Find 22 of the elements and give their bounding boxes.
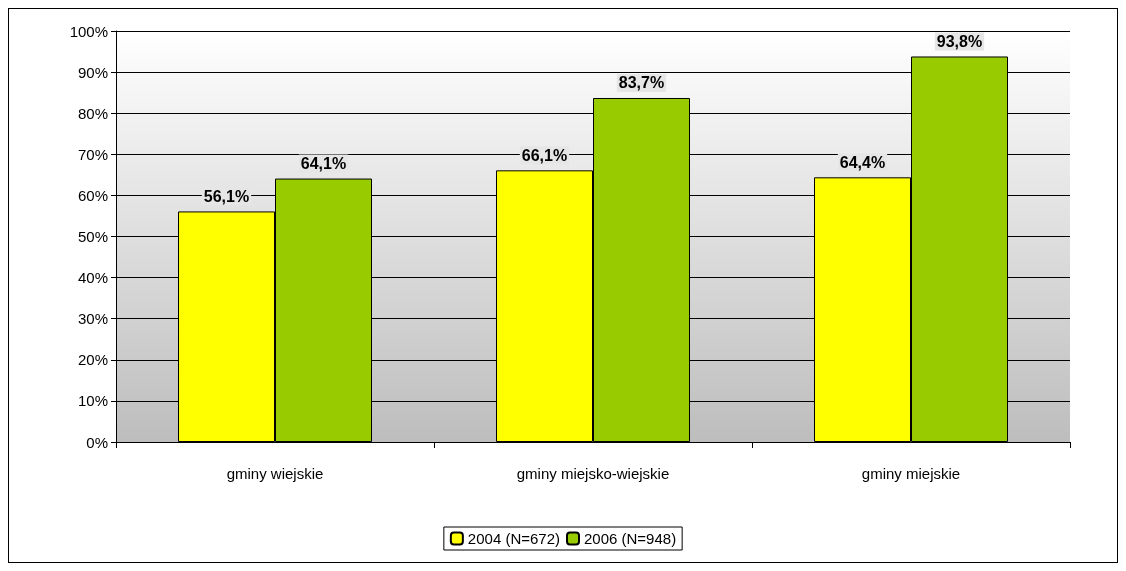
y-tick-label: 30% <box>77 310 108 328</box>
y-tick-label: 0% <box>86 433 108 451</box>
y-tick-label: 10% <box>77 392 108 410</box>
y-tick-label: 40% <box>77 269 108 287</box>
data-label: 64,1% <box>300 155 347 173</box>
data-label: 56,1% <box>203 187 250 205</box>
y-tick-label: 90% <box>77 63 108 81</box>
y-tick-label: 100% <box>69 22 108 40</box>
data-label: 64,4% <box>839 153 886 171</box>
y-tick-label: 60% <box>77 186 108 204</box>
y-tick-label: 70% <box>77 145 108 163</box>
data-label: 93,8% <box>936 32 983 50</box>
data-label: 83,7% <box>618 74 665 92</box>
x-tick-label: gminy miejsko-wiejskie <box>516 465 670 482</box>
y-tick-label: 80% <box>77 104 108 122</box>
x-tick-label: gminy miejskie <box>861 465 961 482</box>
data-label: 66,1% <box>521 146 568 164</box>
x-tick-label: gminy wiejskie <box>226 465 324 482</box>
legend-label: 2004 (N=672) <box>467 530 561 547</box>
y-tick-label: 50% <box>77 228 108 245</box>
y-tick-label: 20% <box>77 351 108 369</box>
legend-label: 2006 (N=948) <box>584 530 677 547</box>
